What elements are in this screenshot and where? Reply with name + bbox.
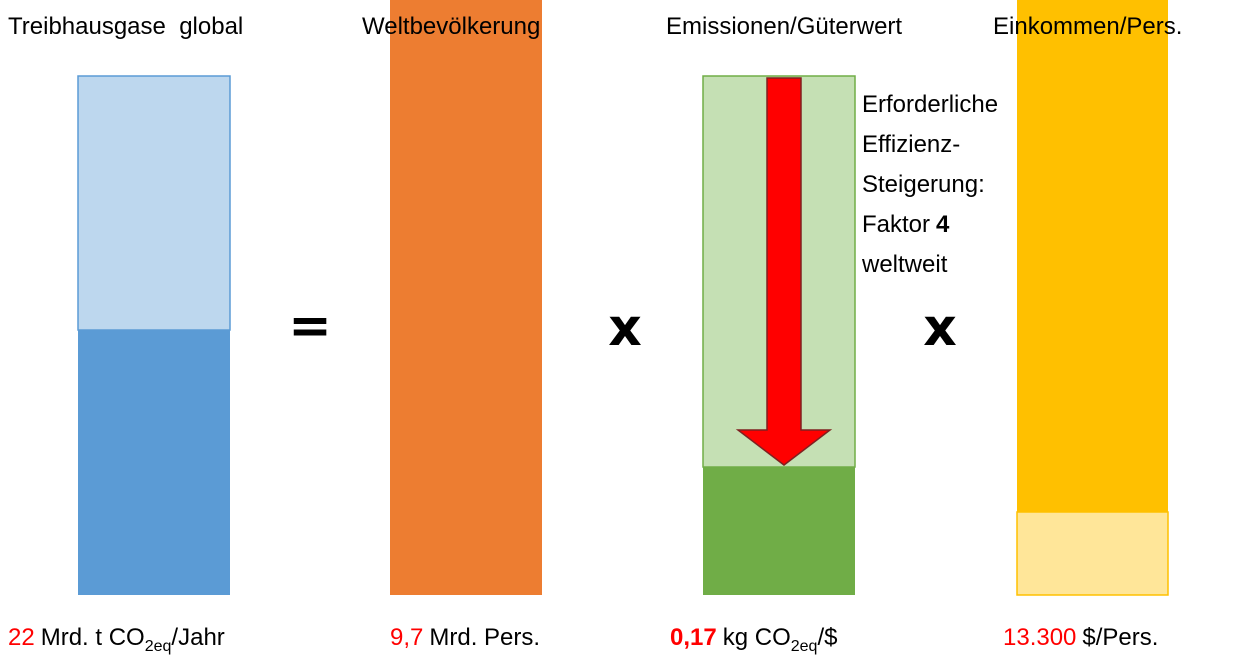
label-subscript: 2eq (791, 638, 818, 655)
bar-dark (78, 330, 230, 595)
label: 13.300 $/Pers. (1003, 624, 1158, 651)
bar-dark (703, 467, 855, 595)
bar-light (1016, 511, 1169, 596)
label-value: 13.300 (1003, 624, 1076, 651)
annotation-line: Faktor 4 (862, 211, 950, 238)
arrow (735, 77, 833, 466)
label: 22 Mrd. t CO2eq/Jahr (8, 624, 225, 655)
label-suffix: /$ (817, 624, 837, 651)
label-value: 0,17 (670, 624, 717, 651)
label-unit: Mrd. t CO (41, 624, 145, 651)
factor-label: Faktor (862, 211, 930, 238)
operator: x (608, 298, 642, 358)
label: 9,7 Mrd. Pers. (390, 624, 540, 651)
label-unit: Mrd. Pers. (429, 624, 540, 651)
header: Treibhausgase global (8, 13, 243, 40)
label-unit: $/Pers. (1082, 624, 1158, 651)
annotation-line: weltweit (861, 251, 948, 278)
bar-dark (1017, 0, 1168, 512)
annotation-line: Effizienz- (862, 131, 960, 158)
label: 0,17 kg CO2eq/$ (670, 624, 837, 655)
label-value: 9,7 (390, 624, 423, 651)
operator: x (923, 298, 957, 358)
label-value: 22 (8, 624, 35, 651)
bar-light (77, 75, 231, 331)
annotation-line: Erforderliche (862, 91, 998, 118)
label-suffix: /Jahr (171, 624, 224, 651)
bar (390, 0, 542, 595)
header: Emissionen/Güterwert (666, 13, 902, 40)
annotation-line: Steigerung: (862, 171, 985, 198)
factor: 4 (936, 211, 950, 238)
header: Weltbevölkerung (362, 13, 540, 40)
label-subscript: 2eq (145, 638, 172, 655)
operator: = (288, 296, 332, 356)
header: Einkommen/Pers. (993, 13, 1182, 40)
label-unit: kg CO (723, 624, 791, 651)
